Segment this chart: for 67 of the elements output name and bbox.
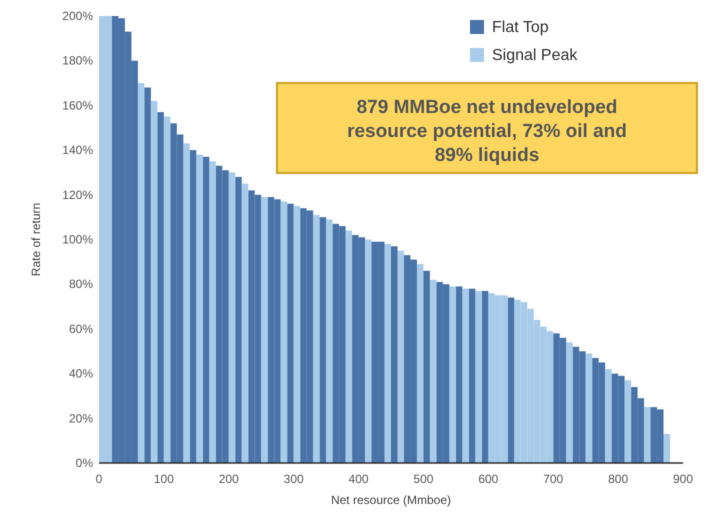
- bar: [449, 286, 456, 463]
- bar: [391, 246, 398, 463]
- bar: [235, 176, 242, 463]
- bar: [209, 161, 216, 463]
- bar: [397, 250, 404, 463]
- x-tick-label: 700: [543, 472, 564, 486]
- bar: [462, 288, 469, 463]
- y-tick-label: 40%: [68, 366, 94, 381]
- bar: [365, 240, 372, 463]
- legend-label: Flat Top: [492, 19, 549, 36]
- x-tick-label: 100: [154, 472, 174, 486]
- bar: [624, 380, 632, 463]
- bar: [320, 217, 326, 463]
- annotation: 879 MMBoe net undeveloped resource potential, 73% oil and 89% liquids: [347, 97, 627, 166]
- bar: [346, 230, 352, 463]
- legend-label: Signal Peak: [492, 47, 578, 64]
- bar: [280, 202, 288, 463]
- bar: [164, 116, 170, 463]
- bar: [287, 204, 294, 463]
- bar: [416, 264, 424, 463]
- bar: [228, 172, 236, 463]
- bar: [384, 244, 391, 463]
- bar: [150, 100, 158, 463]
- bar: [456, 286, 462, 463]
- bar: [508, 298, 514, 463]
- y-tick-label: 60%: [68, 322, 94, 336]
- y-tick-label: 180%: [62, 54, 94, 68]
- y-tick-label: 140%: [62, 143, 94, 158]
- bar: [644, 407, 651, 463]
- bar: [138, 83, 144, 463]
- bar: [242, 184, 248, 463]
- x-tick-label: 500: [413, 472, 434, 486]
- y-tick-label: 20%: [68, 411, 94, 426]
- y-tick-label: 0%: [76, 456, 94, 470]
- bar: [196, 154, 203, 463]
- bar: [202, 156, 210, 463]
- y-tick-label: 160%: [62, 98, 94, 112]
- x-tick-label: 600: [478, 472, 499, 486]
- y-tick-label: 200%: [62, 9, 94, 23]
- bar: [294, 206, 300, 463]
- y-tick-label: 100%: [62, 232, 94, 246]
- bar: [183, 143, 190, 463]
- y-tick-label: 120%: [62, 188, 94, 202]
- bar: [261, 197, 268, 463]
- bar: [326, 219, 333, 463]
- bar: [313, 214, 320, 463]
- x-tick-label: 0: [96, 472, 103, 486]
- bar: [157, 112, 164, 463]
- bar: [468, 288, 476, 463]
- bar: [586, 353, 592, 463]
- bar: [605, 369, 612, 463]
- x-axis-title: Net resource (Mmboe): [330, 493, 452, 507]
- bar: [423, 270, 430, 463]
- y-tick-label: 80%: [68, 277, 94, 292]
- bar: [566, 342, 573, 463]
- x-tick-label: 800: [608, 472, 628, 486]
- bar: [482, 290, 488, 463]
- x-tick-label: 200: [218, 472, 240, 486]
- bar: [664, 434, 670, 463]
- x-tick-label: 400: [348, 472, 369, 486]
- x-tick-label: 300: [284, 472, 304, 486]
- bar: [144, 88, 151, 463]
- x-tick-label: 900: [672, 472, 694, 486]
- bar: [190, 150, 196, 463]
- bar: [475, 290, 482, 463]
- bar: [430, 280, 436, 463]
- y-axis-title: Rate of return: [29, 202, 43, 276]
